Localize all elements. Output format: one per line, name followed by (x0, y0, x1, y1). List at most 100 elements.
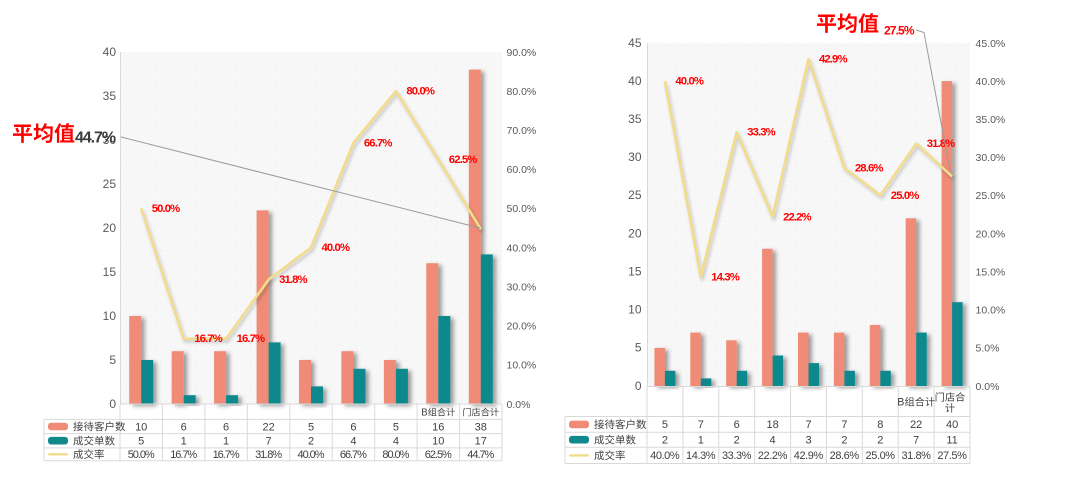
svg-text:30: 30 (103, 133, 117, 147)
svg-text:80.0%: 80.0% (406, 86, 435, 98)
svg-text:35.0%: 35.0% (976, 114, 1006, 126)
svg-text:44.7%: 44.7% (75, 130, 116, 147)
svg-text:7: 7 (805, 419, 811, 431)
svg-text:30.0%: 30.0% (976, 152, 1006, 164)
svg-text:5: 5 (109, 353, 116, 367)
svg-text:25: 25 (103, 177, 117, 191)
svg-text:40.0%: 40.0% (650, 450, 680, 462)
svg-text:8: 8 (877, 419, 883, 431)
svg-text:42.9%: 42.9% (794, 450, 824, 462)
svg-text:6: 6 (181, 421, 187, 433)
svg-text:80.0%: 80.0% (507, 86, 537, 98)
svg-text:30.0%: 30.0% (507, 282, 537, 294)
svg-text:2: 2 (841, 435, 847, 447)
svg-text:35: 35 (628, 112, 642, 126)
svg-text:30: 30 (628, 150, 642, 164)
svg-text:6: 6 (734, 419, 740, 431)
svg-text:66.7%: 66.7% (340, 449, 367, 461)
svg-text:33.3%: 33.3% (722, 450, 752, 462)
svg-text:10: 10 (103, 309, 117, 323)
svg-text:15: 15 (103, 265, 117, 279)
svg-text:22.2%: 22.2% (783, 211, 812, 223)
svg-text:2: 2 (734, 435, 740, 447)
svg-text:45: 45 (628, 36, 642, 50)
svg-text:5: 5 (635, 341, 642, 355)
svg-text:7: 7 (266, 436, 272, 448)
svg-text:22.2%: 22.2% (758, 450, 788, 462)
svg-text:15: 15 (628, 265, 642, 279)
svg-text:7: 7 (841, 419, 847, 431)
svg-text:33.3%: 33.3% (747, 127, 776, 139)
svg-text:42.9%: 42.9% (819, 54, 848, 66)
svg-text:14.3%: 14.3% (711, 272, 740, 284)
svg-text:2: 2 (877, 435, 883, 447)
svg-text:27.5%: 27.5% (937, 450, 967, 462)
svg-text:0: 0 (109, 397, 116, 411)
svg-text:1: 1 (698, 435, 704, 447)
svg-text:11: 11 (946, 435, 957, 447)
svg-text:31.8%: 31.8% (255, 449, 282, 461)
svg-text:62.5%: 62.5% (449, 154, 478, 166)
svg-text:80.0%: 80.0% (382, 449, 409, 461)
svg-text:44.7%: 44.7% (467, 449, 494, 461)
svg-text:27.5%: 27.5% (884, 24, 915, 38)
svg-text:4: 4 (350, 436, 356, 448)
svg-text:31.8%: 31.8% (927, 138, 956, 150)
svg-text:0.0%: 0.0% (976, 381, 1000, 393)
svg-text:1: 1 (181, 436, 187, 448)
svg-text:22: 22 (910, 419, 922, 431)
svg-text:20.0%: 20.0% (976, 228, 1006, 240)
svg-text:45.0%: 45.0% (976, 38, 1006, 50)
svg-text:5: 5 (662, 419, 668, 431)
svg-text:25: 25 (628, 188, 642, 202)
svg-text:4: 4 (770, 435, 776, 447)
svg-text:40.0%: 40.0% (675, 76, 704, 88)
svg-text:2: 2 (308, 436, 314, 448)
svg-text:16.7%: 16.7% (170, 449, 197, 461)
svg-text:20.0%: 20.0% (507, 321, 537, 333)
svg-text:20: 20 (628, 226, 642, 240)
svg-text:31.8%: 31.8% (279, 274, 308, 286)
svg-text:5: 5 (138, 436, 144, 448)
svg-text:10: 10 (135, 421, 147, 433)
svg-text:60.0%: 60.0% (507, 164, 537, 176)
svg-text:22: 22 (262, 421, 274, 433)
svg-text:5: 5 (393, 421, 399, 433)
svg-text:25.0%: 25.0% (976, 190, 1006, 202)
svg-text:28.6%: 28.6% (855, 163, 884, 175)
svg-text:5.0%: 5.0% (976, 343, 1000, 355)
svg-text:50.0%: 50.0% (507, 203, 537, 215)
svg-text:14.3%: 14.3% (686, 450, 716, 462)
svg-text:16.7%: 16.7% (194, 333, 223, 345)
svg-text:25.0%: 25.0% (891, 190, 920, 202)
svg-text:25.0%: 25.0% (866, 450, 896, 462)
svg-text:16.7%: 16.7% (237, 333, 266, 345)
svg-text:40: 40 (946, 419, 958, 431)
svg-text:50.0%: 50.0% (152, 203, 181, 215)
svg-text:40: 40 (103, 45, 117, 59)
svg-text:4: 4 (393, 436, 399, 448)
svg-text:66.7%: 66.7% (364, 138, 393, 150)
svg-text:38: 38 (475, 421, 487, 433)
svg-text:17: 17 (475, 436, 487, 448)
svg-text:90.0%: 90.0% (507, 47, 537, 59)
svg-text:10.0%: 10.0% (976, 305, 1006, 317)
svg-text:3: 3 (805, 435, 811, 447)
svg-text:6: 6 (350, 421, 356, 433)
svg-text:B: B (421, 408, 427, 419)
svg-text:40: 40 (628, 74, 642, 88)
svg-text:1: 1 (223, 436, 229, 448)
svg-text:40.0%: 40.0% (507, 242, 537, 254)
svg-text:18: 18 (766, 419, 778, 431)
svg-text:70.0%: 70.0% (507, 125, 537, 137)
svg-text:50.0%: 50.0% (128, 449, 155, 461)
svg-text:10.0%: 10.0% (507, 360, 537, 372)
svg-text:40.0%: 40.0% (298, 449, 325, 461)
svg-text:2: 2 (662, 435, 668, 447)
svg-text:16: 16 (432, 421, 444, 433)
svg-text:40.0%: 40.0% (322, 242, 351, 254)
svg-text:B: B (897, 397, 904, 409)
svg-text:20: 20 (103, 221, 117, 235)
svg-text:7: 7 (698, 419, 704, 431)
svg-text:0.0%: 0.0% (507, 399, 531, 411)
